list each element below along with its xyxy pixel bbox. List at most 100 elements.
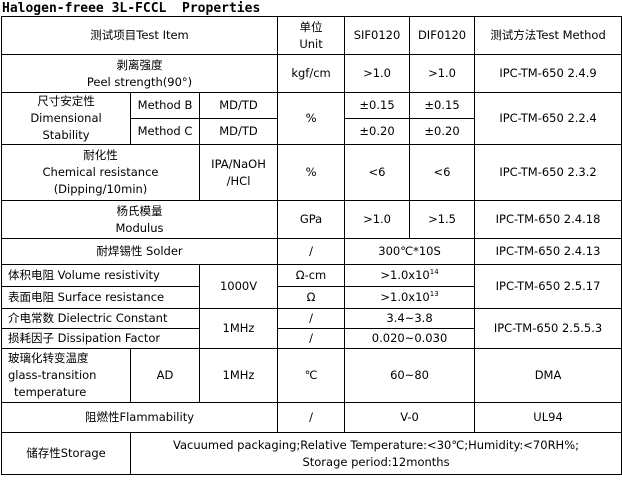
header-dif: DIF0120 [409, 16, 476, 55]
modulus-name-en: Modulus [115, 220, 164, 235]
page-title: Halogen-freee 3L-FCCL Properties [2, 1, 261, 16]
table-row-glass-transition: 玻璃化转变温度 glass-transition temperature AD … [1, 348, 622, 403]
storage-line-2: Storage period:12months [302, 454, 450, 469]
header-unit-en: Unit [299, 36, 323, 51]
peel-method: IPC-TM-650 2.4.9 [474, 54, 622, 93]
flammability-method: UL94 [474, 402, 622, 433]
volume-resistivity-mantissa: >1.0x10 [380, 268, 430, 282]
surface-resistance-exponent: 13 [429, 290, 439, 298]
chemical-name: 耐化性 Chemical resistance (Dipping/10min) [1, 144, 200, 201]
table-row-chemical: 耐化性 Chemical resistance (Dipping/10min) … [1, 144, 622, 201]
glass-transition-name-cn: 玻璃化转变温度 [8, 351, 89, 365]
peel-name: 剥离强度 Peel strength(90°) [0, 54, 279, 93]
chemical-name-en2: (Dipping/10min) [53, 182, 148, 196]
header-unit-cn: 单位 [299, 19, 323, 34]
solder-unit: / [277, 238, 346, 265]
volume-resistivity-exponent: 14 [429, 268, 439, 276]
flammability-name: 阻燃性Flammability [0, 402, 279, 433]
header-unit: 单位 Unit [277, 16, 346, 55]
glass-transition-name-en1: glass-transition [8, 368, 97, 382]
peel-name-cn: 剥离强度 [116, 57, 163, 72]
volume-resistivity-value: >1.0x1014 [344, 264, 476, 287]
dimensional-dir-b: MD/TD [198, 92, 279, 119]
glass-transition-name-en2: temperature [14, 385, 87, 399]
flammability-value: V-0 [344, 402, 476, 433]
peel-dif: >1.0 [409, 54, 476, 93]
dimensional-sif-c: ±0.20 [344, 118, 411, 145]
glass-transition-name: 玻璃化转变温度 glass-transition temperature [1, 348, 131, 403]
dimensional-name: 尺寸安定性 Dimensional Stability [1, 92, 131, 145]
resistivity-condition: 1000V [198, 264, 279, 309]
properties-table: 测试项目Test Item 单位 Unit SIF0120 DIF0120 测试… [0, 16, 622, 475]
dimensional-method: IPC-TM-650 2.2.4 [474, 92, 622, 145]
dissipation-factor-unit: / [277, 328, 346, 349]
dimensional-dir-c: MD/TD [198, 118, 279, 145]
glass-transition-unit: ℃ [277, 348, 346, 403]
dimensional-name-cn: 尺寸安定性 [37, 94, 95, 108]
storage-conditions: Vacuumed packaging;Relative Temperature:… [129, 432, 622, 475]
solder-value: 300℃*10S [344, 238, 476, 265]
dielectric-constant-value: 3.4~3.8 [344, 308, 476, 329]
dielectric-constant-unit: / [277, 308, 346, 329]
chemical-sif: <6 [344, 144, 411, 201]
table-row-dimensional-c: Method C MD/TD ±0.20 ±0.20 [2, 118, 622, 145]
dimensional-dif-c: ±0.20 [409, 118, 476, 145]
modulus-dif: >1.5 [409, 200, 476, 239]
glass-transition-value: 60~80 [344, 348, 476, 403]
header-sif: SIF0120 [344, 16, 411, 55]
header-test-method: 测试方法Test Method [474, 16, 622, 55]
dimensional-method-b: Method B [130, 92, 200, 119]
dielectric-method: IPC-TM-650 2.5.5.3 [474, 308, 622, 349]
dimensional-dif-b: ±0.15 [409, 92, 476, 119]
glass-transition-method: DMA [474, 348, 622, 403]
chemical-unit: % [277, 144, 346, 201]
solder-method: IPC-TM-650 2.4.13 [474, 238, 622, 265]
header-test-item: 测试项目Test Item [0, 16, 279, 55]
table-row-storage: 储存性Storage Vacuumed packaging;Relative T… [1, 432, 622, 475]
chemical-condition-2: /HCl [226, 173, 251, 188]
surface-resistance-name: 表面电阻 Surface resistance [1, 286, 200, 309]
volume-resistivity-name: 体积电阻 Volume resistivity [1, 264, 200, 287]
modulus-name-cn: 杨氏模量 [116, 203, 163, 218]
dissipation-factor-value: 0.020~0.030 [344, 328, 476, 349]
dimensional-sif-b: ±0.15 [344, 92, 411, 119]
dielectric-condition: 1MHz [198, 308, 279, 349]
modulus-unit: GPa [277, 200, 346, 239]
peel-sif: >1.0 [344, 54, 411, 93]
storage-name: 储存性Storage [1, 432, 131, 475]
dielectric-constant-name: 介电常数 Dielectric Constant [1, 308, 200, 329]
table-row-volume-resistivity: 体积电阻 Volume resistivity 1000V Ω-cm >1.0x… [1, 264, 622, 309]
header-row: 测试项目Test Item 单位 Unit SIF0120 DIF0120 测试… [0, 16, 622, 55]
peel-unit: kgf/cm [277, 54, 346, 93]
surface-resistance-value: >1.0x1013 [344, 286, 476, 309]
table-row-dissipation-factor: 损耗因子 Dissipation Factor / 0.020~0.030 [1, 328, 622, 349]
dimensional-unit: % [277, 92, 346, 145]
surface-resistance-unit: Ω [277, 286, 346, 309]
glass-transition-condition-2: 1MHz [198, 348, 279, 403]
table-row-flammability: 阻燃性Flammability / V-0 UL94 [0, 402, 622, 433]
table-row-dielectric-constant: 介电常数 Dielectric Constant 1MHz / 3.4~3.8 … [1, 308, 622, 349]
chemical-condition-1: IPA/NaOH [211, 156, 266, 171]
flammability-unit: / [277, 402, 346, 433]
dimensional-name-en2: Stability [42, 128, 90, 142]
table-row-peel: 剥离强度 Peel strength(90°) kgf/cm >1.0 >1.0… [0, 54, 622, 93]
table-row-dimensional-b: 尺寸安定性 Dimensional Stability Method B MD/… [1, 92, 622, 145]
volume-resistivity-unit: Ω-cm [277, 264, 346, 287]
glass-transition-condition-1: AD [130, 348, 200, 403]
table-row-solder: 耐焊锡性 Solder / 300℃*10S IPC-TM-650 2.4.13 [0, 238, 622, 265]
dimensional-method-c: Method C [130, 118, 200, 145]
chemical-method: IPC-TM-650 2.3.2 [474, 144, 622, 201]
chemical-condition: IPA/NaOH /HCl [198, 144, 279, 201]
table-row-modulus: 杨氏模量 Modulus GPa >1.0 >1.5 IPC-TM-650 2.… [0, 200, 622, 239]
surface-resistance-mantissa: >1.0x10 [380, 290, 430, 304]
storage-line-1: Vacuumed packaging;Relative Temperature:… [173, 437, 580, 452]
peel-name-en: Peel strength(90°) [86, 74, 193, 89]
dimensional-name-en1: Dimensional [30, 111, 102, 125]
chemical-dif: <6 [409, 144, 476, 201]
modulus-method: IPC-TM-650 2.4.18 [474, 200, 622, 239]
chemical-name-cn: 耐化性 [83, 148, 118, 162]
solder-name: 耐焊锡性 Solder [0, 238, 279, 265]
modulus-name: 杨氏模量 Modulus [0, 200, 279, 239]
dissipation-factor-name: 损耗因子 Dissipation Factor [1, 328, 200, 349]
modulus-sif: >1.0 [344, 200, 411, 239]
